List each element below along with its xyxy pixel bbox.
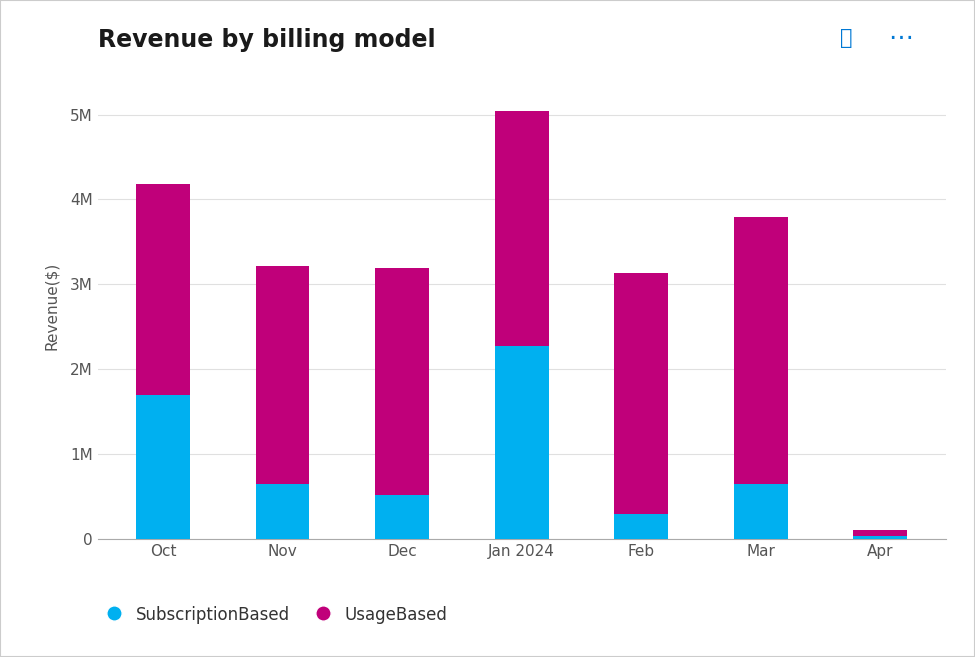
Bar [136, 395, 190, 539]
Bar [494, 111, 549, 346]
Bar [734, 484, 788, 539]
Bar [375, 495, 429, 539]
Text: ⓘ: ⓘ [840, 28, 852, 48]
Bar [375, 268, 429, 495]
Bar [614, 514, 668, 539]
Bar [614, 273, 668, 514]
Bar [853, 536, 907, 539]
Text: Revenue by billing model: Revenue by billing model [98, 28, 435, 53]
Bar [255, 484, 309, 539]
Bar [136, 184, 190, 395]
Bar [853, 530, 907, 536]
Bar [734, 217, 788, 484]
Y-axis label: Revenue($): Revenue($) [44, 261, 58, 350]
Text: ⋯: ⋯ [888, 26, 914, 50]
Bar [255, 267, 309, 484]
Legend: SubscriptionBased, UsageBased: SubscriptionBased, UsageBased [106, 606, 448, 623]
Bar [494, 346, 549, 539]
